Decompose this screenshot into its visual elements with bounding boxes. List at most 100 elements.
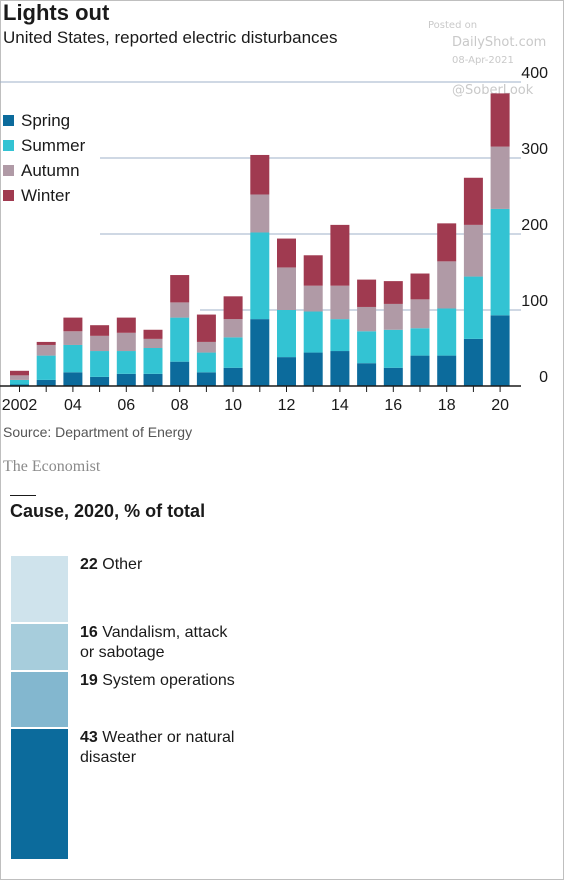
bar-autumn-2019 <box>463 224 483 277</box>
bar-autumn-2007 <box>143 338 163 348</box>
y-tick-label-400: 400 <box>521 65 548 82</box>
bar-winter-2019 <box>463 177 483 225</box>
chart-subtitle: United States, reported electric disturb… <box>3 28 338 47</box>
x-tick-label-16: 16 <box>384 397 402 414</box>
bar-autumn-2014 <box>330 285 350 320</box>
bar-summer-2018 <box>437 308 457 356</box>
economist-logo: The Economist <box>3 458 101 475</box>
y-tick-label-0: 0 <box>539 369 548 386</box>
y-tick-label-300: 300 <box>521 141 548 158</box>
legend-item-autumn: Autumn <box>3 158 85 183</box>
x-tick-label-06: 06 <box>117 397 135 414</box>
source-note: Source: Department of Energy <box>3 424 193 440</box>
bar-spring-2018 <box>437 355 457 386</box>
bar-summer-2007 <box>143 348 163 374</box>
bar-autumn-2008 <box>170 302 190 318</box>
bar-summer-2019 <box>463 276 483 339</box>
bar-summer-2002 <box>10 379 29 385</box>
y-tick-label-200: 200 <box>521 217 548 234</box>
bar-summer-2011 <box>250 232 270 320</box>
bar-winter-2010 <box>223 296 243 320</box>
cause-text-vandalism: Vandalism, attack or sabotage <box>80 624 228 661</box>
bar-winter-2011 <box>250 154 270 195</box>
cause-label-vandalism: 16 Vandalism, attack or sabotage <box>80 623 245 663</box>
legend-label-winter: Winter <box>21 185 71 205</box>
cause-label-weather: 43 Weather or natural disaster <box>80 728 250 768</box>
bar-spring-2006 <box>116 373 136 386</box>
bar-spring-2017 <box>410 355 430 386</box>
bar-summer-2003 <box>36 355 56 380</box>
legend-label-summer: Summer <box>21 135 86 155</box>
x-tick-label-12: 12 <box>278 397 296 414</box>
cause-value-other: 22 <box>80 556 98 573</box>
stacked-bar-chart: 0 100 200 300 400 2002 04 06 08 10 12 14 16 18 20 <box>0 65 548 414</box>
cause-text-system-operations: System operations <box>102 672 235 689</box>
x-tick-label-2002: 2002 <box>2 397 38 414</box>
bar-winter-2014 <box>330 224 350 286</box>
bar-spring-2007 <box>143 373 163 386</box>
cause-title: Cause, 2020, % of total <box>10 501 206 521</box>
bar-summer-2014 <box>330 319 350 352</box>
bar-winter-2017 <box>410 273 430 300</box>
legend-swatch-autumn <box>3 165 14 176</box>
cause-value-vandalism: 16 <box>80 624 98 641</box>
y-tick-label-100: 100 <box>521 293 548 310</box>
bar-autumn-2013 <box>303 285 323 312</box>
legend-swatch-spring <box>3 115 14 126</box>
bar-autumn-2002 <box>10 375 29 380</box>
cause-label-other: 22 Other <box>80 555 200 575</box>
bar-autumn-2018 <box>437 261 457 309</box>
bar-spring-2004 <box>63 372 83 386</box>
bar-summer-2016 <box>383 329 403 368</box>
bar-winter-2013 <box>303 255 323 286</box>
bar-winter-2008 <box>170 275 190 303</box>
bar-summer-2008 <box>170 317 190 362</box>
bar-summer-2006 <box>116 351 136 374</box>
section-rule <box>10 495 36 496</box>
bar-spring-2005 <box>90 376 110 386</box>
bar-autumn-2006 <box>116 332 136 352</box>
bar-winter-2012 <box>277 238 296 268</box>
legend-item-summer: Summer <box>3 133 85 158</box>
cause-segment-vandalism <box>11 624 68 670</box>
bar-spring-2016 <box>383 367 403 386</box>
cause-value-system-operations: 19 <box>80 672 98 689</box>
bar-spring-2003 <box>36 379 56 386</box>
bar-spring-2012 <box>277 357 296 386</box>
bar-autumn-2003 <box>36 344 56 356</box>
bar-winter-2005 <box>90 325 110 336</box>
bar-winter-2002 <box>10 370 29 376</box>
bar-summer-2020 <box>490 208 510 316</box>
x-tick-label-14: 14 <box>331 397 349 414</box>
x-tick-label-10: 10 <box>224 397 242 414</box>
bar-winter-2015 <box>357 279 377 307</box>
watermark-handle: @SoberLook <box>452 83 534 98</box>
bar-winter-2004 <box>63 317 83 332</box>
cause-segment-system-operations <box>11 672 68 727</box>
bar-summer-2017 <box>410 328 430 356</box>
bar-spring-2020 <box>490 315 510 386</box>
bar-winter-2007 <box>143 329 163 339</box>
legend-swatch-summer <box>3 140 14 151</box>
cause-label-system-operations: 19 System operations <box>80 671 280 691</box>
bar-winter-2003 <box>36 341 56 345</box>
bar-autumn-2012 <box>277 267 296 310</box>
bar-autumn-2011 <box>250 194 270 233</box>
bar-autumn-2020 <box>490 146 510 209</box>
bar-summer-2015 <box>357 331 377 364</box>
chart-title: Lights out <box>3 0 110 25</box>
bar-summer-2004 <box>63 344 83 373</box>
bar-winter-2016 <box>383 281 403 304</box>
bar-spring-2011 <box>250 319 270 386</box>
bar-autumn-2004 <box>63 331 83 345</box>
bar-spring-2019 <box>463 338 483 386</box>
legend: Spring Summer Autumn Winter <box>3 108 85 208</box>
watermark-posted-on: Posted on <box>428 20 478 31</box>
bar-spring-2013 <box>303 352 323 386</box>
bar-autumn-2005 <box>90 335 110 352</box>
bar-autumn-2015 <box>357 306 377 332</box>
bar-winter-2006 <box>116 317 136 333</box>
bar-spring-2009 <box>196 372 216 386</box>
bar-winter-2009 <box>196 314 216 342</box>
legend-swatch-winter <box>3 190 14 201</box>
